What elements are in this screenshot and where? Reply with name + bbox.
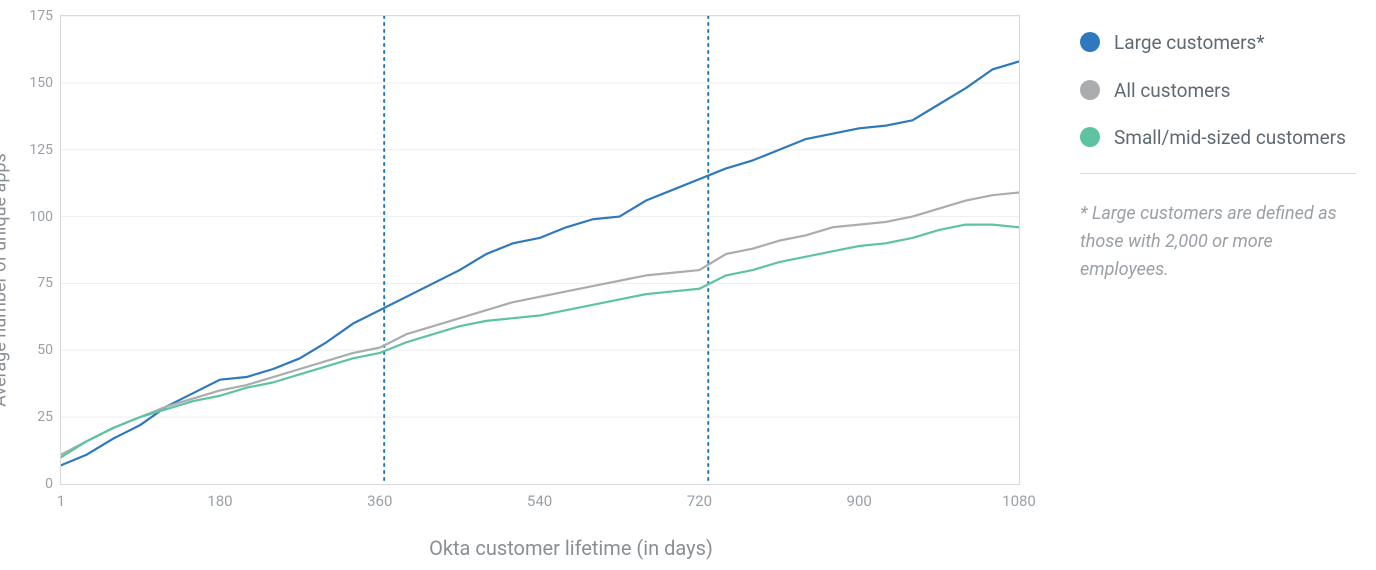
legend-panel: Large customers* All customers Small/mid-s… bbox=[1030, 10, 1356, 550]
series-line bbox=[61, 193, 1019, 455]
legend-item: All customers bbox=[1080, 78, 1356, 104]
x-tick-label: 900 bbox=[847, 484, 872, 510]
x-tick-label: 360 bbox=[367, 484, 392, 510]
x-tick-label: 720 bbox=[687, 484, 712, 510]
y-tick-label: 25 bbox=[37, 409, 61, 425]
legend-divider bbox=[1080, 173, 1356, 174]
plot-region: 025507510012515017511803605407209001080 bbox=[60, 15, 1020, 485]
y-tick-label: 100 bbox=[29, 209, 61, 225]
y-tick-label: 50 bbox=[37, 342, 61, 358]
y-tick-label: 125 bbox=[29, 142, 61, 158]
series-line bbox=[61, 225, 1019, 458]
legend-swatch bbox=[1080, 80, 1100, 100]
x-tick-label: 1080 bbox=[1002, 484, 1036, 510]
legend-item: Small/mid-sized customers bbox=[1080, 125, 1356, 151]
x-tick-label: 540 bbox=[527, 484, 552, 510]
legend-item: Large customers* bbox=[1080, 30, 1356, 56]
x-axis-title: Okta customer lifetime (in days) bbox=[429, 536, 713, 560]
plot-svg bbox=[61, 16, 1019, 484]
chart-area: Average number of unique apps 0255075100… bbox=[10, 10, 1030, 550]
x-tick-label: 1 bbox=[57, 484, 65, 510]
legend-swatch bbox=[1080, 32, 1100, 52]
y-tick-label: 75 bbox=[37, 275, 61, 291]
y-tick-label: 150 bbox=[29, 75, 61, 91]
legend-label: Small/mid-sized customers bbox=[1114, 125, 1346, 151]
chart-container: Average number of unique apps 0255075100… bbox=[0, 0, 1376, 570]
y-tick-label: 175 bbox=[29, 8, 61, 24]
x-tick-label: 180 bbox=[207, 484, 232, 510]
legend-swatch bbox=[1080, 127, 1100, 147]
y-axis-title: Average number of unique apps bbox=[0, 153, 11, 407]
legend-list: Large customers* All customers Small/mid-s… bbox=[1080, 30, 1356, 151]
series-line bbox=[61, 61, 1019, 465]
footnote-text: * Large customers are defined as those w… bbox=[1080, 200, 1356, 284]
legend-label: All customers bbox=[1114, 78, 1230, 104]
legend-label: Large customers* bbox=[1114, 30, 1265, 56]
